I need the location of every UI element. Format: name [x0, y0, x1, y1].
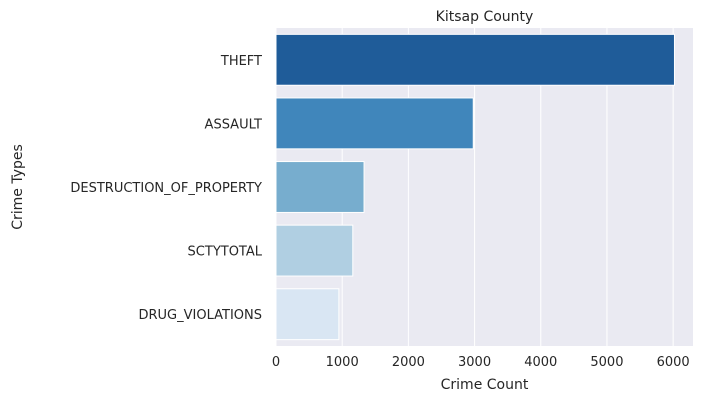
- category-label: DESTRUCTION_OF_PROPERTY: [70, 181, 262, 196]
- x-tick-label: 2000: [392, 355, 425, 370]
- x-axis-title: Crime Count: [441, 377, 529, 393]
- bar: [275, 224, 354, 277]
- bar: [275, 33, 675, 86]
- y-axis-title: Crime Types: [10, 144, 26, 230]
- bar: [275, 288, 340, 341]
- bar: [275, 97, 474, 150]
- category-label: SCTYTOTAL: [188, 245, 263, 260]
- x-tick-label: 5000: [590, 355, 623, 370]
- x-tick-label: 6000: [657, 355, 690, 370]
- x-tick-labels: 0 1000 2000 3000 4000 5000 6000: [272, 355, 690, 370]
- bars: [275, 33, 675, 341]
- x-tick-label: 4000: [524, 355, 557, 370]
- category-label: DRUG_VIOLATIONS: [139, 308, 263, 323]
- category-label: ASSAULT: [205, 117, 262, 132]
- category-labels: THEFT ASSAULT DESTRUCTION_OF_PROPERTY SCTYT…: [70, 54, 262, 323]
- x-tick-label: 1000: [326, 355, 359, 370]
- x-tick-label: 0: [272, 355, 280, 370]
- bar: [275, 161, 365, 213]
- category-label: THEFT: [220, 54, 262, 69]
- x-tick-label: 3000: [458, 355, 491, 370]
- chart-title: Kitsap County: [436, 9, 534, 25]
